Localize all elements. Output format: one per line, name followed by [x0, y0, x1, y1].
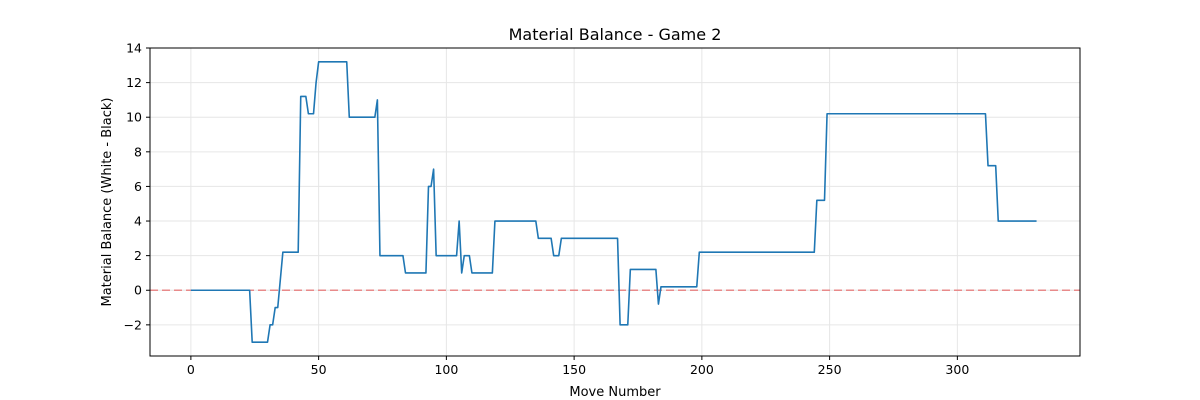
plot-frame [149, 47, 1081, 357]
y-tick-label: 8 [134, 144, 142, 159]
y-axis-label: Material Balance (White - Black) [100, 98, 115, 307]
y-tick-label: 10 [126, 110, 142, 125]
x-axis-label: Move Number [569, 385, 661, 400]
chart-title: Material Balance - Game 2 [509, 25, 722, 44]
x-tick-label: 250 [818, 362, 842, 377]
y-tick-label: −2 [124, 317, 142, 332]
series-layer [190, 61, 1037, 343]
y-tick-label: 0 [134, 283, 142, 298]
y-axis-ticks: −2 0 2 4 6 8 10 12 14 [124, 41, 150, 332]
y-tick-label: 6 [134, 179, 142, 194]
material-balance-line [190, 61, 1037, 343]
y-tick-label: 2 [134, 248, 142, 263]
x-axis-ticks: 0 50 100 150 200 250 300 [187, 356, 969, 377]
y-tick-label: 4 [134, 214, 142, 229]
y-tick-label: 12 [126, 75, 142, 90]
x-tick-label: 200 [690, 362, 714, 377]
x-tick-label: 50 [311, 362, 327, 377]
y-tick-label: 14 [126, 41, 142, 56]
x-tick-label: 150 [562, 362, 586, 377]
x-tick-label: 0 [187, 362, 195, 377]
x-tick-label: 100 [434, 362, 458, 377]
x-tick-label: 300 [945, 362, 969, 377]
grid-lines [150, 47, 1080, 356]
